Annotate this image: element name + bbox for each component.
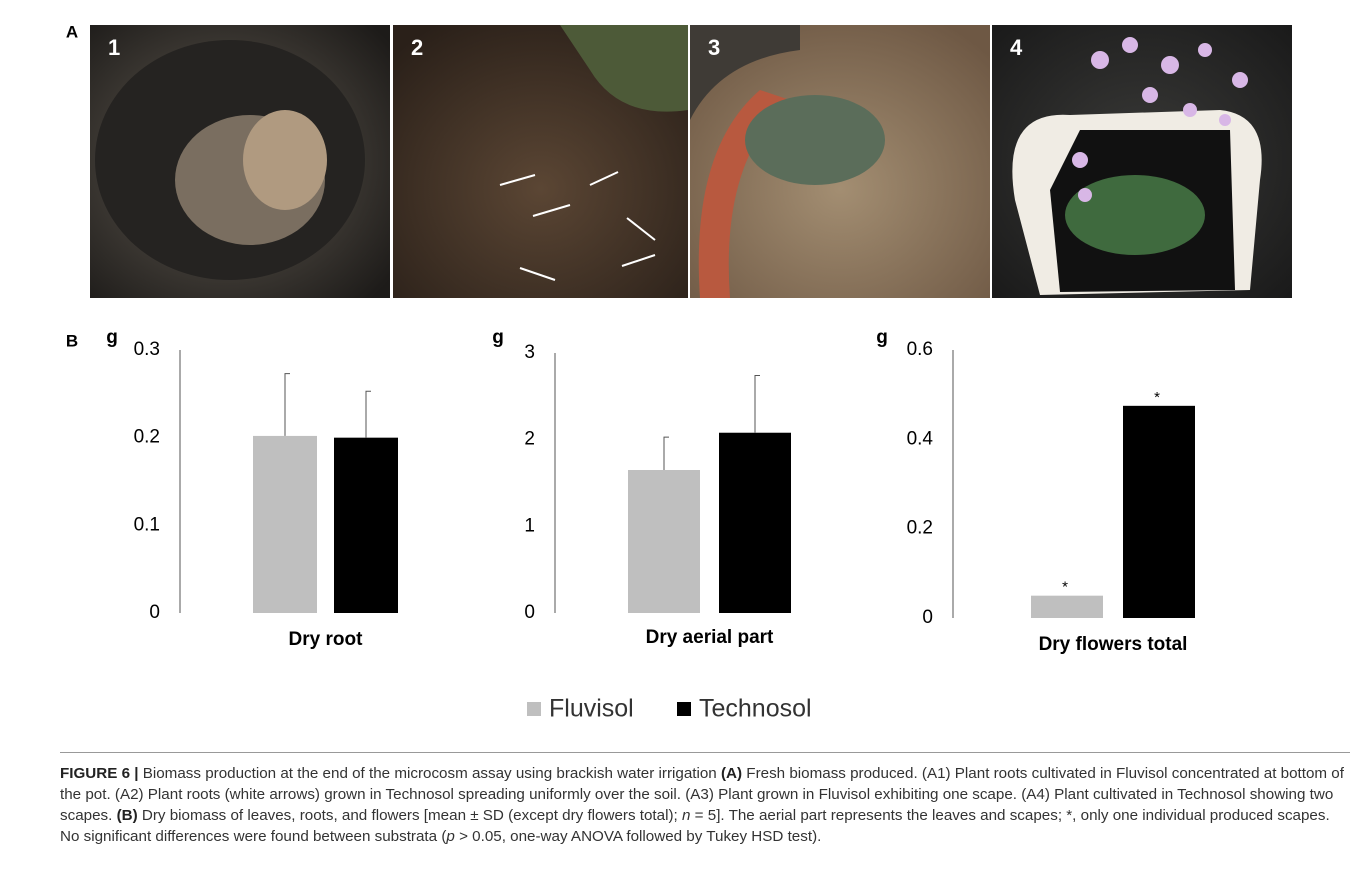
caption-text: n [681, 807, 691, 824]
y-tick-label: 1 [524, 515, 535, 536]
caption-text: Biomass production at the end of the mic… [138, 765, 721, 782]
pot-rim [698, 90, 790, 298]
bar [253, 435, 317, 613]
flowers [1072, 37, 1248, 202]
y-tick-label: 0 [922, 607, 933, 628]
annotation: * [1062, 579, 1068, 596]
y-tick-label: 3 [524, 342, 535, 363]
caption-text: FIGURE 6 | [60, 765, 139, 782]
caption: FIGURE 6 | Biomass production at the end… [60, 752, 1350, 847]
x-axis-label: Dry root [289, 629, 364, 650]
error-bar [284, 373, 290, 436]
bar [1123, 405, 1195, 618]
annotation: * [1154, 389, 1160, 406]
figure-graphics: A B 1 2 3 4 g 0 0.1 0.2 0.3 Dry root g 0 1 2 3 Dry aeri… [66, 22, 1292, 723]
caption-text: (A) [720, 765, 743, 782]
roots [243, 110, 327, 210]
y-axis-label: g [106, 327, 118, 348]
y-tick-label: 0.2 [907, 518, 933, 539]
photo-label: 3 [708, 35, 720, 60]
arrows [499, 171, 656, 281]
caption-text: (B) [116, 807, 138, 824]
error-bar [663, 436, 669, 470]
y-tick-label: 0.1 [134, 514, 160, 535]
leaves [560, 25, 688, 112]
caption-text: = 5]. The aerial part represents the lea… [60, 807, 1330, 845]
bar [334, 437, 398, 613]
y-tick-label: 0 [149, 602, 160, 623]
legend-label: Technosol [699, 695, 812, 723]
panel-label: B [66, 331, 78, 350]
photo-label: 2 [411, 35, 423, 60]
y-axis-label: g [876, 327, 888, 348]
x-axis-label: Dry aerial part [646, 627, 774, 648]
y-tick-label: 0.6 [907, 339, 933, 360]
error-bar [365, 390, 371, 438]
y-tick-label: 0 [524, 602, 535, 623]
photo-label: 1 [108, 35, 120, 60]
error-bar [754, 375, 760, 433]
bar [628, 470, 700, 613]
x-axis-label: Dry flowers total [1039, 634, 1188, 655]
legend-swatch [677, 702, 691, 716]
y-tick-label: 2 [524, 429, 535, 450]
panel-label: A [66, 22, 78, 41]
bar [719, 432, 791, 613]
legend-label: Fluvisol [549, 695, 634, 723]
caption-text: p [446, 828, 455, 845]
caption-text: > 0.05, one-way ANOVA followed by Tukey … [454, 828, 822, 845]
rosette [745, 95, 885, 185]
y-axis-label: g [492, 327, 504, 348]
photo-label: 4 [1010, 35, 1023, 60]
y-tick-label: 0.2 [134, 427, 160, 448]
bar [1031, 595, 1103, 618]
legend-swatch [527, 702, 541, 716]
y-tick-label: 0.4 [907, 428, 934, 449]
background [690, 25, 800, 120]
caption-text: Dry biomass of leaves, roots, and flower… [137, 807, 682, 824]
caption-text: Fresh biomass produced. (A1) Plant roots… [60, 765, 1344, 824]
rosette [1065, 175, 1205, 255]
y-tick-label: 0.3 [134, 339, 160, 360]
